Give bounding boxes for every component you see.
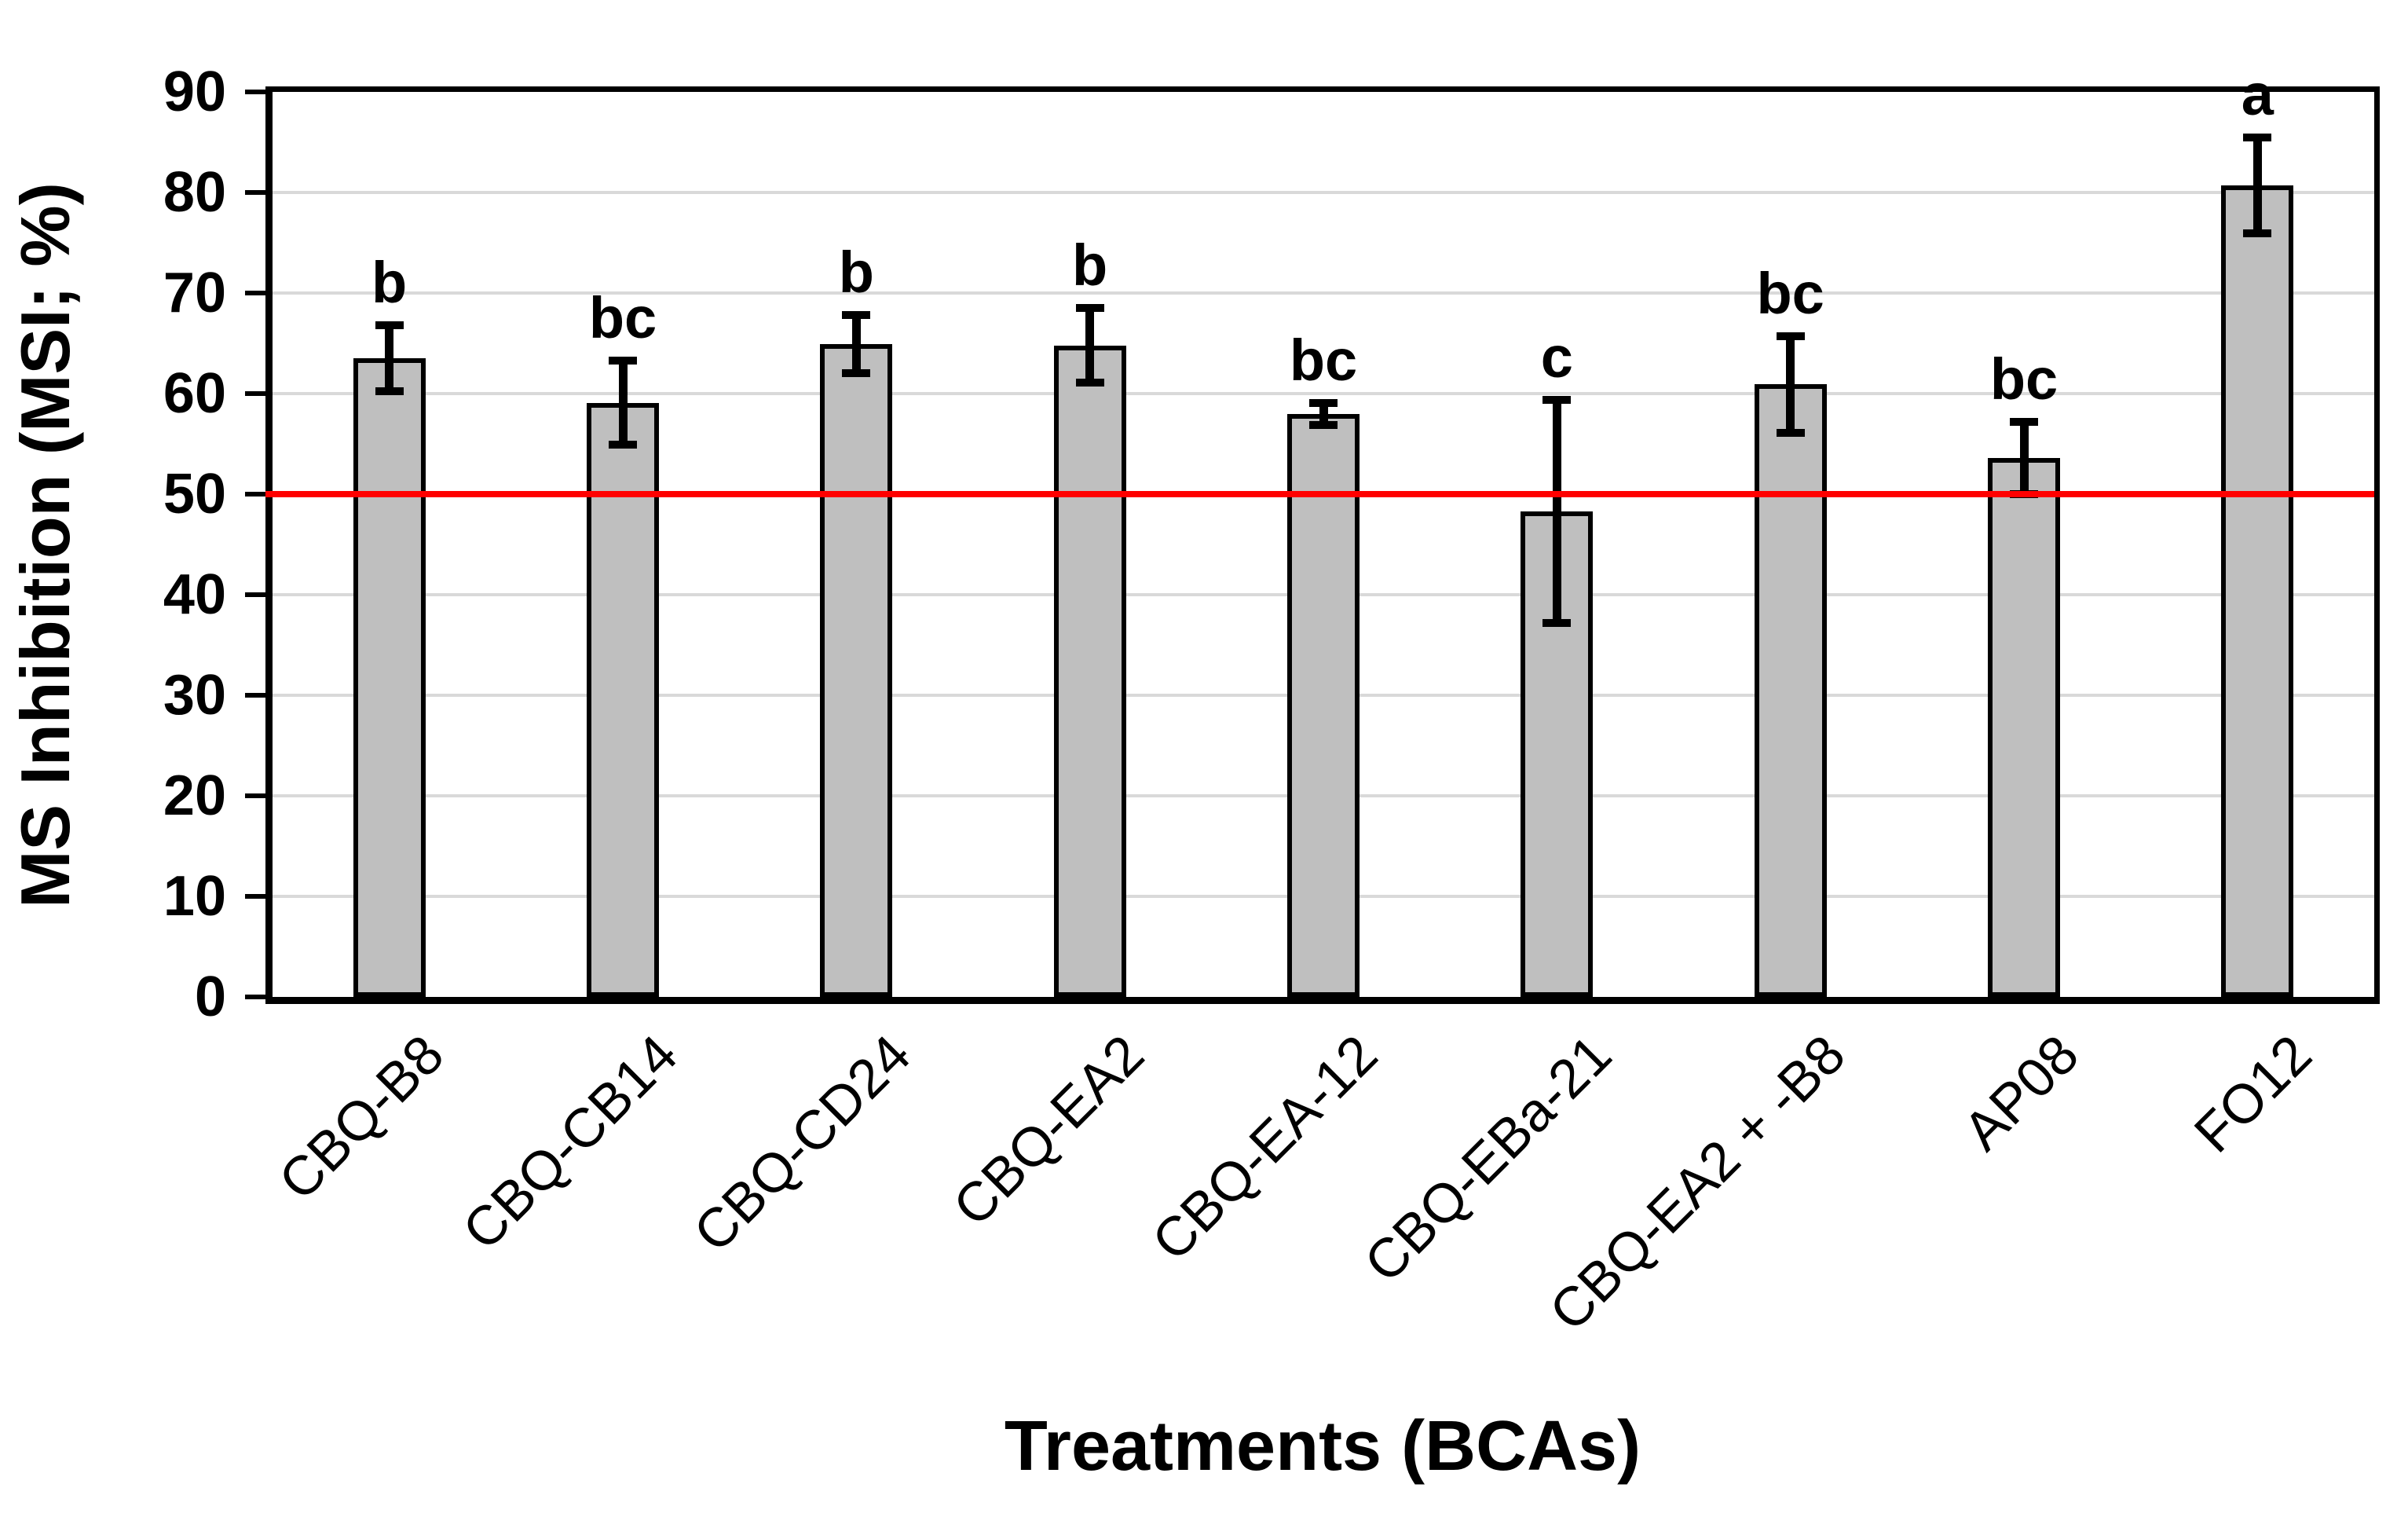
error-bar-cap (609, 441, 637, 449)
y-tick-label: 40 (163, 563, 226, 626)
x-tick-label-text: CBQ-EA2 (942, 1023, 1156, 1238)
x-tick-label-text: FO12 (2183, 1023, 2324, 1164)
error-bar-cap (2243, 229, 2272, 238)
y-tick-label: 90 (163, 60, 226, 123)
y-tick-mark (245, 693, 265, 698)
error-bar (1786, 336, 1795, 433)
y-tick-label: 0 (194, 966, 226, 1028)
y-tick-label: 70 (163, 262, 226, 324)
significance-letter: b (371, 249, 408, 315)
gridline (273, 191, 2374, 194)
significance-letter: a (2241, 61, 2274, 127)
error-bar-cap (1309, 420, 1338, 429)
error-bar-cap (1075, 304, 1104, 313)
error-bar-cap (842, 311, 871, 320)
y-tick-label: 20 (163, 764, 226, 827)
error-bar-cap (375, 321, 404, 329)
bar (820, 344, 893, 997)
x-axis-title: Treatments (BCAs) (1004, 1407, 1641, 1486)
x-tick-label-text: CBQ-EA-12 (1140, 1023, 1389, 1273)
significance-letter: c (1540, 324, 1573, 390)
bar (2221, 185, 2294, 997)
x-tick-label-text: AP08 (1951, 1023, 2090, 1162)
significance-letter: bc (588, 284, 657, 350)
y-tick-label: 50 (163, 463, 226, 526)
x-tick-label-text: CBQ-B8 (267, 1023, 456, 1212)
error-bar (2252, 137, 2262, 234)
bar (353, 358, 426, 997)
error-bar (618, 360, 628, 445)
bar (1988, 457, 2060, 997)
y-tick-mark (245, 190, 265, 195)
error-bar (2019, 421, 2029, 494)
x-tick-label-text: CBQ-CB14 (451, 1023, 689, 1262)
y-tick-mark (245, 793, 265, 798)
y-tick-label: 60 (163, 362, 226, 425)
significance-letter: bc (1289, 327, 1358, 393)
error-bar-cap (1075, 378, 1104, 387)
reference-line (265, 491, 2374, 497)
gridline (273, 392, 2374, 395)
x-tick-label-text: CBQ-CD24 (682, 1023, 923, 1264)
y-tick-mark (245, 90, 265, 94)
error-bar (1319, 402, 1328, 425)
bar (1754, 384, 1827, 997)
bar (1287, 413, 1360, 997)
significance-letter: b (838, 240, 874, 306)
error-bar-cap (1309, 398, 1338, 407)
error-bar-cap (1543, 618, 1572, 627)
y-tick-label: 80 (163, 161, 226, 224)
error-bar (1085, 308, 1095, 383)
gridline (273, 291, 2374, 295)
error-bar-cap (2243, 133, 2272, 141)
error-bar-cap (609, 356, 637, 365)
significance-letter: bc (1756, 261, 1824, 327)
y-tick-mark (245, 391, 265, 396)
y-tick-label: 30 (163, 664, 226, 727)
plot-area: b bc b b bc c bc bc a (265, 63, 2380, 1004)
bar (1053, 345, 1126, 997)
y-tick-mark (245, 291, 265, 295)
error-bar-cap (1543, 395, 1572, 404)
error-bar-cap (842, 369, 871, 378)
y-tick-mark (245, 894, 265, 899)
error-bar-cap (375, 387, 404, 396)
error-bar-cap (1776, 428, 1805, 437)
error-bar-cap (1776, 332, 1805, 341)
bar (587, 402, 659, 997)
significance-letter: bc (1989, 346, 2059, 412)
error-bar (385, 324, 394, 392)
y-tick-mark (245, 592, 265, 597)
error-bar-cap (2010, 417, 2038, 426)
error-bar (1552, 399, 1561, 623)
significance-letter: b (1072, 233, 1108, 299)
error-bar (851, 315, 861, 374)
y-tick-mark (245, 492, 265, 497)
y-tick-label: 10 (163, 865, 226, 928)
y-tick-mark (245, 995, 265, 999)
